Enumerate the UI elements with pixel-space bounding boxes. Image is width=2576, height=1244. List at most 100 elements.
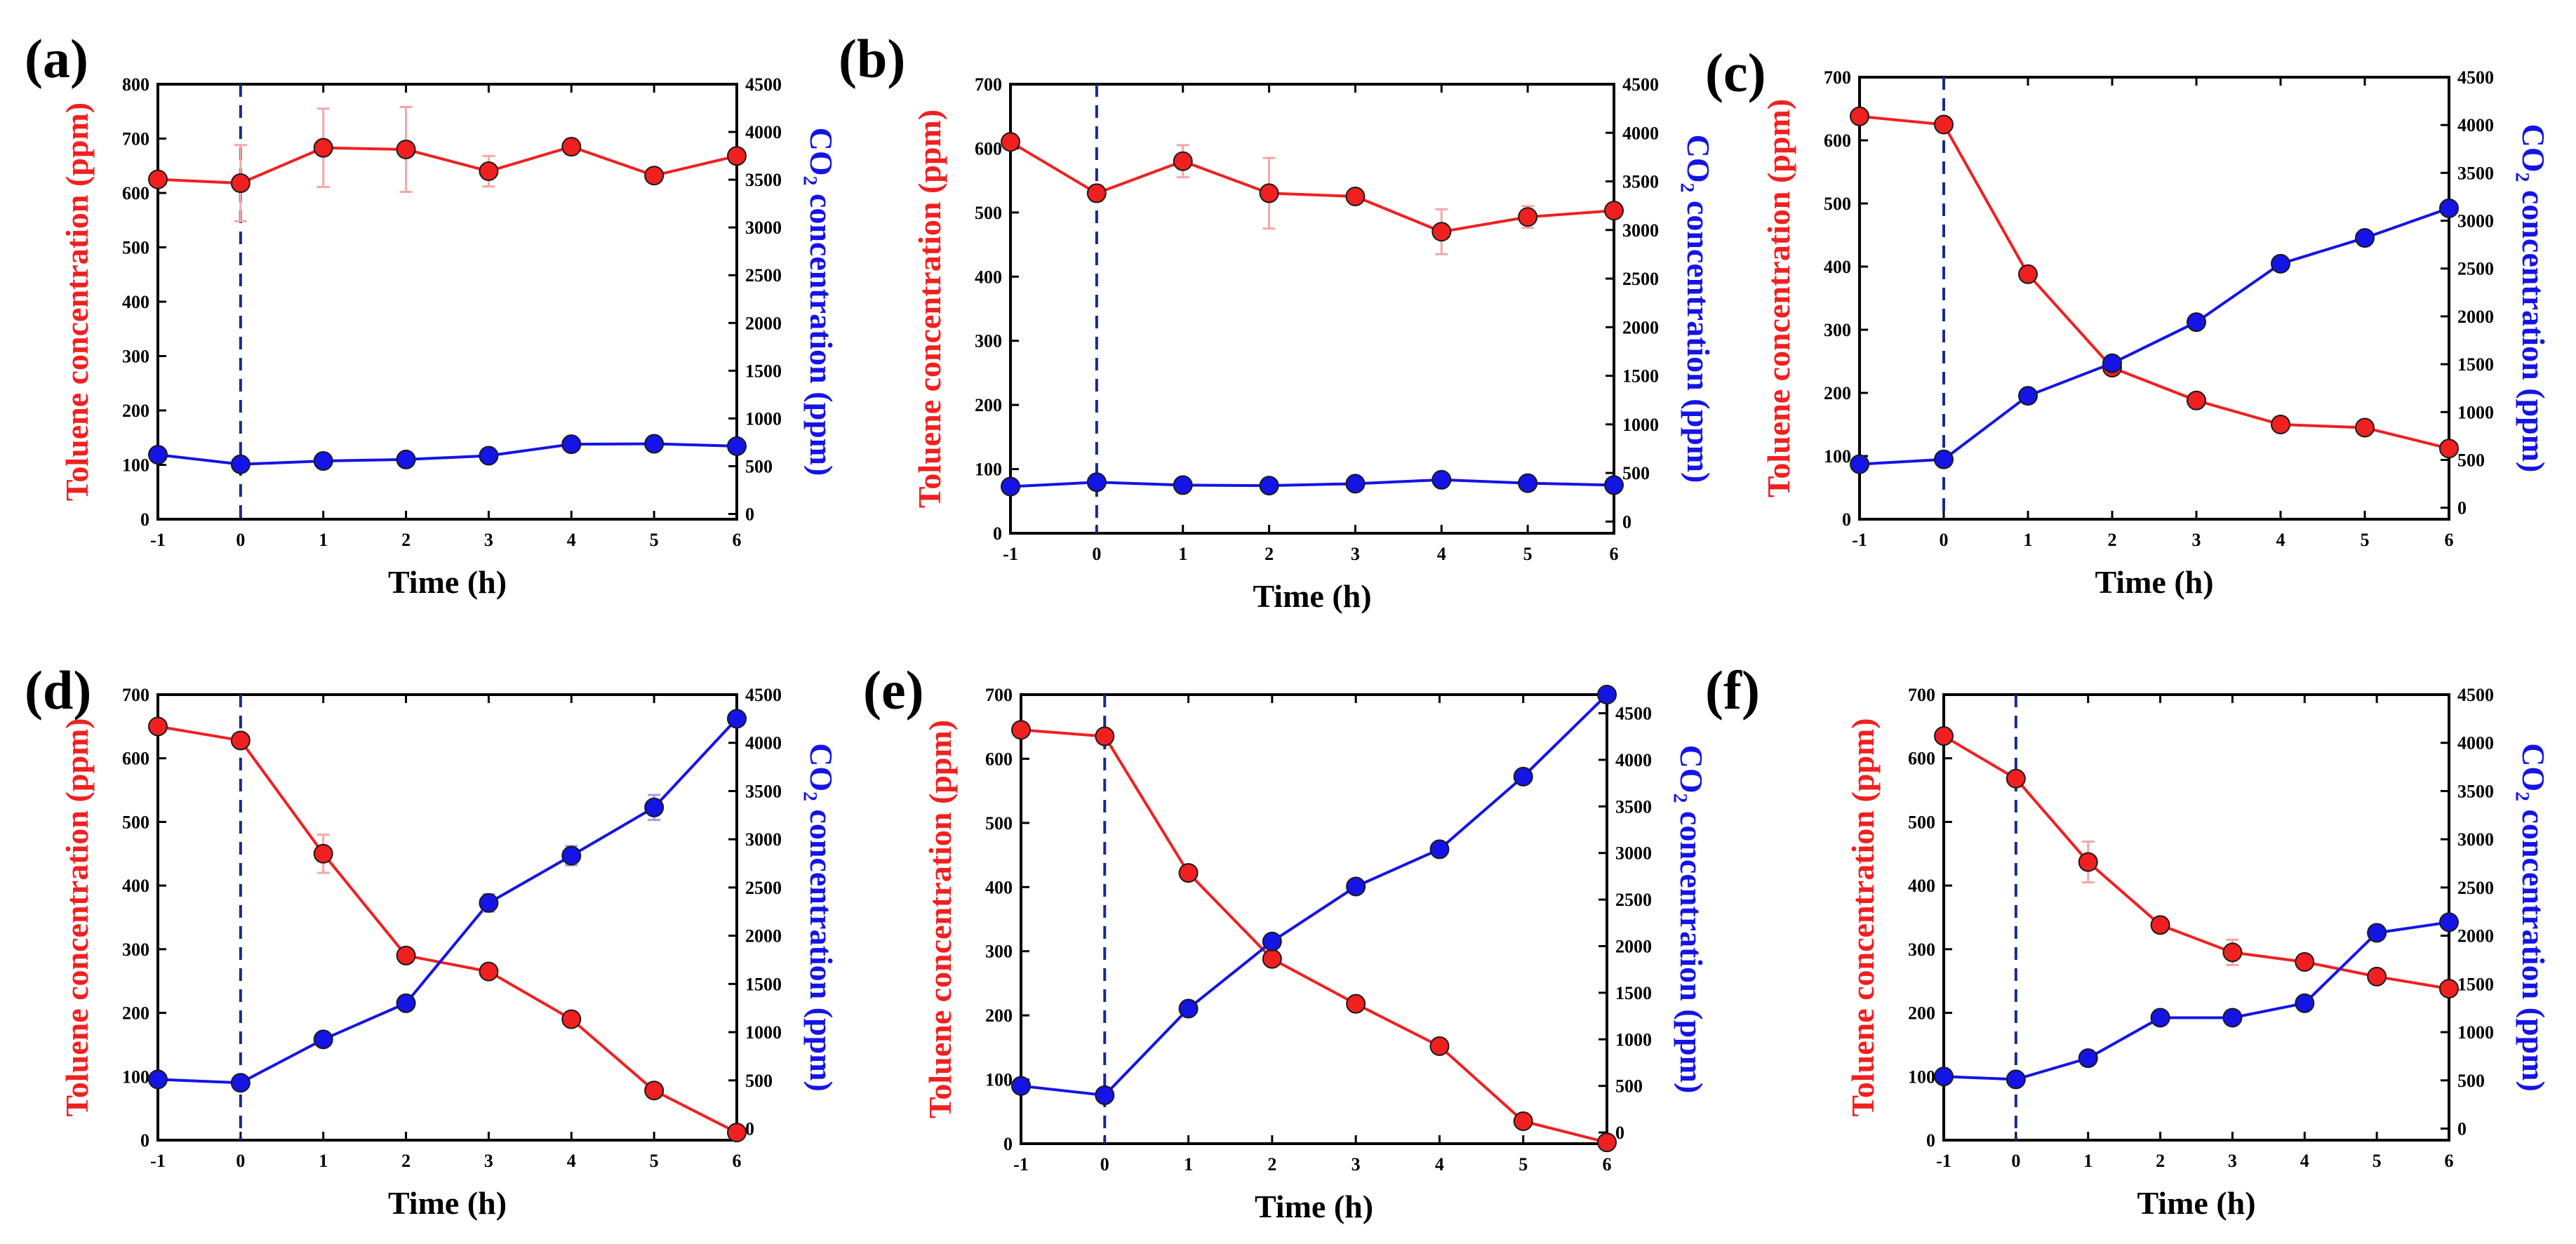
y-left-tick-label: 700 xyxy=(122,685,149,705)
x-tick-label: 4 xyxy=(567,1151,576,1171)
y-right-tick-label: 0 xyxy=(2457,1119,2467,1139)
x-tick-label: 6 xyxy=(1610,544,1619,564)
data-point-toluene xyxy=(1432,222,1452,242)
y-left-tick-label: 0 xyxy=(140,1130,149,1151)
series-line-toluene xyxy=(157,725,738,1134)
data-point-toluene xyxy=(2295,952,2315,972)
y-right-tick-label: 4500 xyxy=(2457,685,2494,705)
data-point-co2 xyxy=(2018,386,2038,406)
data-point-co2 xyxy=(1001,476,1020,497)
data-point-co2 xyxy=(2150,1008,2170,1028)
y-right-tick-label: 3500 xyxy=(2457,163,2494,183)
y-left-tick-label: 300 xyxy=(985,942,1013,962)
data-point-toluene xyxy=(479,961,499,982)
panel-label: (f) xyxy=(1705,660,1760,721)
data-point-toluene xyxy=(2187,390,2206,410)
data-point-toluene xyxy=(2355,417,2375,438)
y-left-tick-label: 500 xyxy=(122,812,149,832)
y-right-tick-label: 1000 xyxy=(1622,415,1659,435)
x-tick-label: -1 xyxy=(150,530,166,550)
y-left-tick-label: 500 xyxy=(985,813,1013,834)
panel-label: (d) xyxy=(25,660,91,721)
x-tick-label: 5 xyxy=(2361,530,2370,550)
x-tick-label: -1 xyxy=(150,1151,166,1171)
y-right-tick-label: 3000 xyxy=(2457,211,2494,232)
y-left-tick-label: 800 xyxy=(122,74,149,95)
data-point-toluene xyxy=(1346,994,1366,1014)
plot-frame xyxy=(1020,693,1608,1145)
x-tick-label: 3 xyxy=(484,530,493,550)
y-left-tick-label: 200 xyxy=(985,1005,1013,1026)
data-point-toluene xyxy=(2150,915,2170,935)
data-point-co2 xyxy=(2355,228,2375,248)
x-tick-label: 5 xyxy=(650,1151,659,1171)
data-point-co2 xyxy=(2271,253,2290,274)
y-right-tick-label: 0 xyxy=(745,504,754,525)
data-point-toluene xyxy=(727,146,747,166)
x-tick-label: 1 xyxy=(2024,530,2033,550)
data-point-co2 xyxy=(1086,472,1107,493)
x-tick-label: 0 xyxy=(236,1151,245,1171)
data-point-co2 xyxy=(2439,198,2459,218)
data-point-toluene xyxy=(396,945,416,965)
y-right-tick-label: 4500 xyxy=(2457,67,2494,88)
data-point-toluene xyxy=(1178,863,1199,883)
data-point-co2 xyxy=(313,1029,333,1050)
y-right-tick-label: 4500 xyxy=(1615,704,1652,724)
y-right-tick-label: 0 xyxy=(745,1119,754,1139)
data-point-toluene xyxy=(148,716,168,737)
data-point-co2 xyxy=(1934,1066,1954,1087)
data-point-toluene xyxy=(1513,1111,1533,1131)
x-axis-title: Time (h) xyxy=(388,564,507,600)
panel-label: (a) xyxy=(25,28,88,89)
x-tick-label: 5 xyxy=(1523,544,1533,564)
y-right-tick-label: 500 xyxy=(745,1071,773,1091)
data-point-co2 xyxy=(1518,473,1538,493)
y-left-axis-title: Toluene concentration (ppm) xyxy=(59,718,95,1116)
y-right-tick-label: 4000 xyxy=(745,733,782,754)
panel-label: (b) xyxy=(839,28,905,89)
x-tick-label: 0 xyxy=(236,530,245,550)
data-point-co2 xyxy=(1429,839,1450,860)
x-tick-label: 6 xyxy=(733,530,742,550)
x-axis-title: Time (h) xyxy=(2095,564,2213,600)
y-right-tick-label: 3500 xyxy=(745,170,782,190)
x-tick-label: 6 xyxy=(2445,530,2454,550)
x-tick-label: 1 xyxy=(2083,1151,2093,1171)
y-left-tick-label: 200 xyxy=(975,395,1002,415)
data-point-co2 xyxy=(2006,1069,2026,1090)
data-point-co2 xyxy=(1095,1085,1115,1105)
y-right-tick-label: 2500 xyxy=(745,878,782,898)
y-left-tick-label: 700 xyxy=(122,129,149,149)
x-tick-label: 3 xyxy=(484,1151,493,1171)
y-right-tick-label: 2000 xyxy=(745,313,782,333)
y-left-tick-label: 500 xyxy=(1824,194,1851,214)
data-point-co2 xyxy=(2439,912,2459,932)
y-left-tick-label: 300 xyxy=(122,347,149,367)
y-left-tick-label: 400 xyxy=(975,267,1002,287)
y-right-tick-label: 2500 xyxy=(1615,890,1652,910)
y-right-tick-label: 1500 xyxy=(1622,366,1659,387)
x-tick-label: 4 xyxy=(1437,544,1446,564)
y-right-tick-label: 0 xyxy=(1615,1123,1624,1143)
y-left-tick-label: 500 xyxy=(122,238,149,258)
y-left-tick-label: 500 xyxy=(1908,812,1935,832)
data-point-co2 xyxy=(2102,353,2122,373)
data-point-co2 xyxy=(1173,475,1193,495)
data-point-co2 xyxy=(727,709,747,729)
y-right-tick-label: 3000 xyxy=(745,829,782,850)
data-point-co2 xyxy=(2295,993,2315,1013)
y-left-tick-label: 600 xyxy=(975,138,1002,159)
data-point-toluene xyxy=(1086,183,1107,203)
y-right-tick-label: 0 xyxy=(1622,511,1631,532)
data-point-co2 xyxy=(1011,1076,1031,1096)
y-right-tick-label: 500 xyxy=(1615,1076,1643,1097)
y-left-tick-label: 700 xyxy=(985,685,1013,705)
data-point-co2 xyxy=(396,449,416,469)
y-left-axis-title: Toluene concentration (ppm) xyxy=(922,720,958,1118)
y-right-tick-label: 3000 xyxy=(1615,843,1652,864)
